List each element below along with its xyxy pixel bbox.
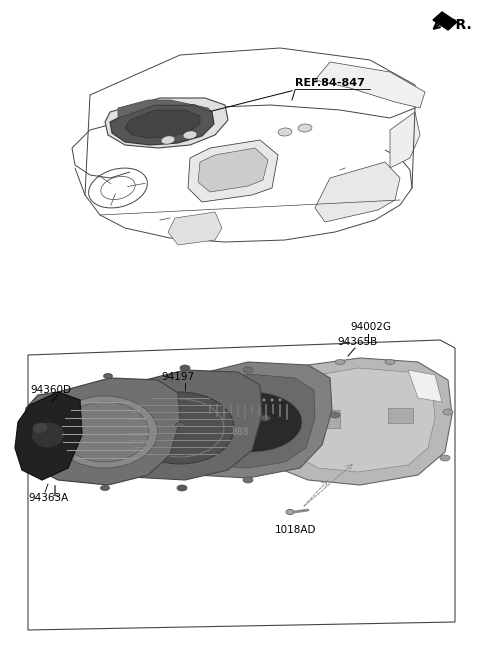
Ellipse shape [32, 422, 64, 447]
Text: 94365B: 94365B [337, 337, 377, 347]
Polygon shape [433, 12, 457, 30]
FancyBboxPatch shape [388, 408, 413, 423]
Polygon shape [188, 140, 278, 202]
Polygon shape [118, 100, 212, 118]
Polygon shape [110, 105, 214, 145]
Polygon shape [168, 212, 222, 245]
Ellipse shape [385, 359, 395, 365]
Ellipse shape [266, 411, 278, 419]
Text: 94363A: 94363A [28, 493, 68, 503]
Ellipse shape [61, 402, 149, 462]
Ellipse shape [271, 398, 274, 401]
Ellipse shape [104, 373, 112, 379]
Ellipse shape [161, 136, 175, 144]
Ellipse shape [183, 131, 197, 139]
Ellipse shape [330, 412, 340, 418]
Ellipse shape [180, 365, 190, 371]
Ellipse shape [273, 462, 283, 468]
Ellipse shape [443, 409, 453, 415]
Ellipse shape [202, 392, 302, 452]
Text: FR.: FR. [446, 18, 472, 32]
Ellipse shape [239, 398, 241, 401]
Polygon shape [125, 110, 200, 138]
Ellipse shape [223, 398, 226, 401]
Ellipse shape [215, 398, 217, 401]
Ellipse shape [298, 124, 312, 132]
Polygon shape [268, 358, 452, 485]
FancyBboxPatch shape [310, 410, 340, 428]
Polygon shape [15, 392, 82, 480]
Ellipse shape [176, 422, 184, 428]
Polygon shape [198, 148, 268, 192]
Polygon shape [178, 374, 315, 468]
Ellipse shape [87, 427, 97, 433]
Ellipse shape [335, 359, 345, 365]
Text: 94360D: 94360D [30, 385, 71, 395]
Polygon shape [408, 370, 442, 402]
Polygon shape [105, 98, 228, 148]
Ellipse shape [177, 485, 187, 491]
Polygon shape [390, 112, 420, 168]
Ellipse shape [278, 128, 292, 136]
Ellipse shape [33, 423, 48, 433]
Text: 888: 888 [231, 427, 249, 437]
Text: 94002G: 94002G [350, 322, 391, 332]
Ellipse shape [155, 415, 165, 421]
Ellipse shape [260, 415, 270, 421]
Polygon shape [315, 62, 425, 108]
Text: REF.84-847: REF.84-847 [295, 78, 365, 88]
Polygon shape [315, 162, 400, 222]
Ellipse shape [243, 477, 253, 483]
Ellipse shape [254, 398, 257, 401]
Ellipse shape [126, 392, 234, 464]
Ellipse shape [278, 398, 281, 401]
Ellipse shape [263, 398, 265, 401]
Polygon shape [24, 378, 180, 485]
Ellipse shape [247, 398, 250, 401]
Ellipse shape [52, 396, 157, 468]
Ellipse shape [206, 398, 209, 401]
Polygon shape [292, 368, 435, 472]
Text: 94197: 94197 [161, 372, 194, 382]
Ellipse shape [440, 455, 450, 461]
Ellipse shape [286, 510, 294, 514]
Text: 1018AD: 1018AD [275, 525, 316, 535]
Polygon shape [155, 362, 332, 478]
Ellipse shape [100, 485, 109, 491]
Ellipse shape [230, 398, 233, 401]
Ellipse shape [22, 432, 31, 438]
Ellipse shape [243, 367, 253, 373]
Polygon shape [90, 370, 262, 480]
